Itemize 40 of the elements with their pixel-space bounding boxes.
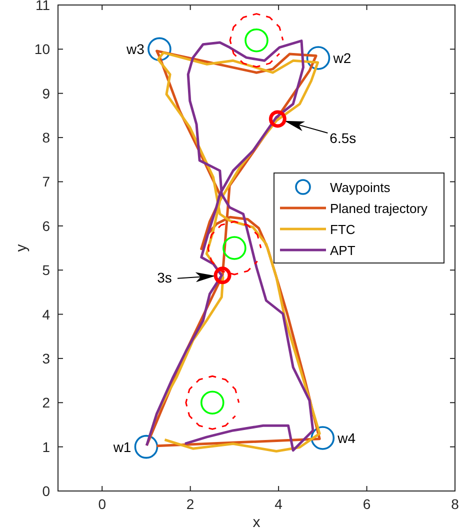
y-tick-label: 3 bbox=[42, 350, 50, 366]
y-tick-label: 0 bbox=[42, 483, 50, 499]
annotation: w1 bbox=[112, 438, 132, 455]
annotation: w3 bbox=[126, 41, 145, 58]
y-axis-title: y bbox=[13, 244, 30, 252]
y-tick-label: 7 bbox=[42, 174, 50, 190]
point bbox=[222, 236, 246, 260]
x-tick-label: 2 bbox=[186, 496, 194, 512]
y-tick-label: 10 bbox=[34, 41, 50, 58]
annotation: w2 bbox=[332, 50, 352, 66]
y-tick-label: 6 bbox=[42, 218, 50, 234]
point bbox=[148, 37, 172, 62]
annotation: 3s bbox=[157, 269, 172, 286]
x-axis-title: x bbox=[252, 514, 261, 531]
annotation: w4 bbox=[336, 430, 356, 446]
point bbox=[214, 266, 232, 284]
legend-label: Planed trajectory bbox=[330, 201, 428, 216]
point bbox=[310, 426, 335, 450]
y-tick-label: 8 bbox=[42, 130, 50, 146]
y-tick-label: 9 bbox=[42, 85, 50, 102]
y-tick-label: 4 bbox=[42, 306, 50, 322]
y-tick-label: 11 bbox=[35, 0, 50, 13]
point bbox=[134, 434, 158, 459]
y-tick-label: 5 bbox=[42, 262, 50, 278]
x-tick-label: 4 bbox=[274, 496, 283, 512]
point bbox=[244, 28, 268, 52]
legend-label: APT bbox=[330, 243, 356, 258]
line-series bbox=[229, 13, 284, 68]
y-tick-label: 2 bbox=[42, 394, 50, 411]
point bbox=[268, 110, 286, 128]
x-tick-label: 6 bbox=[362, 496, 371, 512]
annotation: 6.5s bbox=[330, 130, 356, 146]
line-series bbox=[185, 375, 240, 430]
y-tick-label: 1 bbox=[42, 438, 50, 455]
x-tick-label: 8 bbox=[451, 496, 460, 512]
point bbox=[200, 390, 224, 415]
x-tick-label: 0 bbox=[98, 496, 106, 512]
legend-label: Waypoints bbox=[330, 180, 391, 195]
point bbox=[306, 46, 330, 70]
legend-label: FTC bbox=[330, 222, 356, 237]
